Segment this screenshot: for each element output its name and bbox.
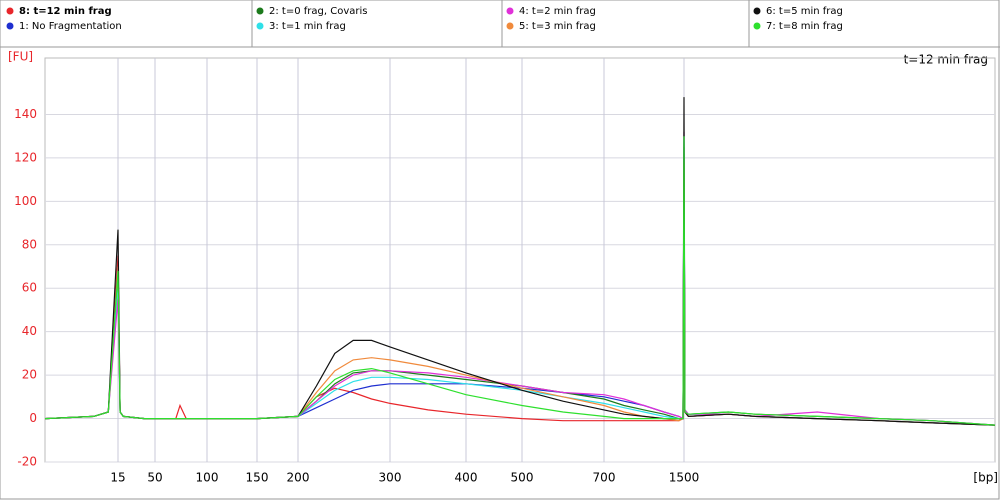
x-tick-label: 1500 xyxy=(669,471,700,485)
x-axis-label: [bp] xyxy=(973,471,998,485)
y-tick-label: 40 xyxy=(22,324,37,338)
legend-label: 5: t=3 min frag xyxy=(519,21,596,32)
y-tick-label: 140 xyxy=(14,107,37,121)
y-tick-label: -20 xyxy=(17,455,37,469)
y-tick-label: 0 xyxy=(29,411,37,425)
y-tick-label: 60 xyxy=(22,281,37,295)
legend-label: 3: t=1 min frag xyxy=(269,21,346,32)
legend-marker xyxy=(753,7,761,15)
legend-marker xyxy=(256,22,264,30)
legend-label: 1: No Fragmentation xyxy=(19,21,122,32)
x-tick-label: 700 xyxy=(593,471,616,485)
legend-marker xyxy=(506,22,514,30)
legend-label: 8: t=12 min frag xyxy=(19,6,112,17)
y-tick-label: 20 xyxy=(22,368,37,382)
x-tick-label: 50 xyxy=(147,471,162,485)
data-line xyxy=(44,136,996,426)
legend-marker xyxy=(6,22,14,30)
y-tick-label: 100 xyxy=(14,194,37,208)
legend-label: 2: t=0 frag, Covaris xyxy=(269,6,367,17)
x-tick-label: 500 xyxy=(511,471,534,485)
legend-label: 6: t=5 min frag xyxy=(766,6,843,17)
legend-label: 7: t=8 min frag xyxy=(766,21,843,32)
x-tick-label: 150 xyxy=(246,471,269,485)
annotation: t=12 min frag xyxy=(904,53,988,67)
x-tick-label: 400 xyxy=(455,471,478,485)
y-axis-label: [FU] xyxy=(8,50,33,64)
y-tick-label: 120 xyxy=(14,150,37,164)
x-tick-label: 15 xyxy=(110,471,125,485)
x-tick-label: 300 xyxy=(379,471,402,485)
legend-marker xyxy=(256,7,264,15)
legend-marker xyxy=(6,7,14,15)
x-tick-label: 100 xyxy=(196,471,219,485)
legend-marker xyxy=(753,22,761,30)
legend-label: 4: t=2 min frag xyxy=(519,6,596,17)
y-tick-label: 80 xyxy=(22,237,37,251)
x-tick-label: 200 xyxy=(287,471,310,485)
legend-marker xyxy=(506,7,514,15)
